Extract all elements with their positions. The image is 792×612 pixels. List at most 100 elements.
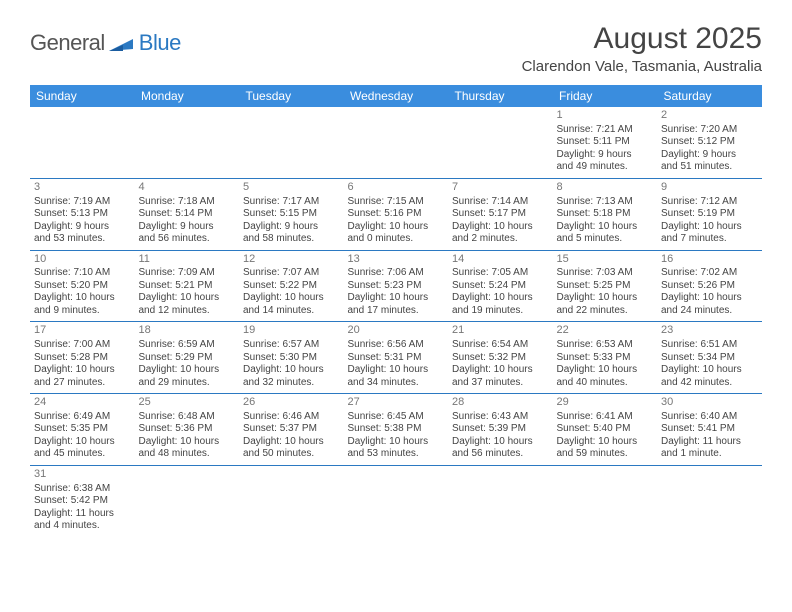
day-d2: and 9 minutes. xyxy=(34,305,131,318)
day-d2: and 24 minutes. xyxy=(661,305,758,318)
day-ss: Sunset: 5:15 PM xyxy=(243,208,340,221)
day-d2: and 34 minutes. xyxy=(348,377,445,390)
calendar-row: 3Sunrise: 7:19 AMSunset: 5:13 PMDaylight… xyxy=(30,178,762,250)
calendar-cell: 17Sunrise: 7:00 AMSunset: 5:28 PMDayligh… xyxy=(30,322,135,394)
calendar-row: 10Sunrise: 7:10 AMSunset: 5:20 PMDayligh… xyxy=(30,250,762,322)
day-number: 30 xyxy=(661,396,758,410)
day-number: 12 xyxy=(243,253,340,267)
day-sr: Sunrise: 7:02 AM xyxy=(661,267,758,280)
day-sr: Sunrise: 7:17 AM xyxy=(243,196,340,209)
day-d2: and 4 minutes. xyxy=(34,520,131,533)
calendar-cell: 14Sunrise: 7:05 AMSunset: 5:24 PMDayligh… xyxy=(448,250,553,322)
day-ss: Sunset: 5:40 PM xyxy=(557,423,654,436)
calendar-cell: 10Sunrise: 7:10 AMSunset: 5:20 PMDayligh… xyxy=(30,250,135,322)
weekday-header-row: Sunday Monday Tuesday Wednesday Thursday… xyxy=(30,85,762,107)
day-d2: and 45 minutes. xyxy=(34,448,131,461)
calendar-body: 1Sunrise: 7:21 AMSunset: 5:11 PMDaylight… xyxy=(30,107,762,537)
day-ss: Sunset: 5:16 PM xyxy=(348,208,445,221)
day-d1: Daylight: 10 hours xyxy=(452,364,549,377)
weekday-header: Friday xyxy=(553,85,658,107)
calendar-cell: 5Sunrise: 7:17 AMSunset: 5:15 PMDaylight… xyxy=(239,178,344,250)
day-number: 1 xyxy=(557,109,654,123)
day-d2: and 40 minutes. xyxy=(557,377,654,390)
day-d2: and 27 minutes. xyxy=(34,377,131,390)
calendar-cell: 4Sunrise: 7:18 AMSunset: 5:14 PMDaylight… xyxy=(135,178,240,250)
day-d2: and 37 minutes. xyxy=(452,377,549,390)
day-number: 29 xyxy=(557,396,654,410)
weekday-header: Wednesday xyxy=(344,85,449,107)
day-ss: Sunset: 5:21 PM xyxy=(139,280,236,293)
calendar-cell: 15Sunrise: 7:03 AMSunset: 5:25 PMDayligh… xyxy=(553,250,658,322)
calendar-cell: 22Sunrise: 6:53 AMSunset: 5:33 PMDayligh… xyxy=(553,322,658,394)
day-sr: Sunrise: 7:13 AM xyxy=(557,196,654,209)
calendar-cell xyxy=(135,107,240,178)
day-sr: Sunrise: 6:41 AM xyxy=(557,411,654,424)
calendar-cell: 23Sunrise: 6:51 AMSunset: 5:34 PMDayligh… xyxy=(657,322,762,394)
day-number: 9 xyxy=(661,181,758,195)
day-number: 5 xyxy=(243,181,340,195)
page-title: August 2025 xyxy=(522,22,762,56)
day-d1: Daylight: 10 hours xyxy=(557,221,654,234)
header: General Blue August 2025 Clarendon Vale,… xyxy=(30,22,762,75)
calendar-cell: 6Sunrise: 7:15 AMSunset: 5:16 PMDaylight… xyxy=(344,178,449,250)
weekday-header: Monday xyxy=(135,85,240,107)
day-number: 28 xyxy=(452,396,549,410)
calendar-cell: 7Sunrise: 7:14 AMSunset: 5:17 PMDaylight… xyxy=(448,178,553,250)
day-d1: Daylight: 10 hours xyxy=(139,436,236,449)
day-ss: Sunset: 5:32 PM xyxy=(452,352,549,365)
day-number: 4 xyxy=(139,181,236,195)
calendar-cell xyxy=(553,465,658,536)
day-d1: Daylight: 10 hours xyxy=(34,292,131,305)
day-d1: Daylight: 10 hours xyxy=(139,364,236,377)
flag-icon xyxy=(109,35,137,55)
calendar-cell xyxy=(448,107,553,178)
day-number: 6 xyxy=(348,181,445,195)
day-d2: and 56 minutes. xyxy=(452,448,549,461)
calendar-cell: 19Sunrise: 6:57 AMSunset: 5:30 PMDayligh… xyxy=(239,322,344,394)
day-ss: Sunset: 5:37 PM xyxy=(243,423,340,436)
day-d1: Daylight: 9 hours xyxy=(243,221,340,234)
day-d1: Daylight: 11 hours xyxy=(661,436,758,449)
day-d2: and 49 minutes. xyxy=(557,161,654,174)
day-number: 17 xyxy=(34,324,131,338)
day-number: 31 xyxy=(34,468,131,482)
day-d1: Daylight: 9 hours xyxy=(661,149,758,162)
day-d1: Daylight: 10 hours xyxy=(34,436,131,449)
day-d1: Daylight: 9 hours xyxy=(34,221,131,234)
day-number: 8 xyxy=(557,181,654,195)
day-d1: Daylight: 10 hours xyxy=(557,292,654,305)
calendar-cell: 12Sunrise: 7:07 AMSunset: 5:22 PMDayligh… xyxy=(239,250,344,322)
title-block: August 2025 Clarendon Vale, Tasmania, Au… xyxy=(522,22,762,75)
day-ss: Sunset: 5:30 PM xyxy=(243,352,340,365)
day-ss: Sunset: 5:29 PM xyxy=(139,352,236,365)
day-d1: Daylight: 10 hours xyxy=(661,221,758,234)
day-sr: Sunrise: 7:05 AM xyxy=(452,267,549,280)
day-ss: Sunset: 5:31 PM xyxy=(348,352,445,365)
day-d1: Daylight: 10 hours xyxy=(243,292,340,305)
day-number: 27 xyxy=(348,396,445,410)
calendar-cell xyxy=(344,107,449,178)
calendar-cell: 20Sunrise: 6:56 AMSunset: 5:31 PMDayligh… xyxy=(344,322,449,394)
day-d2: and 22 minutes. xyxy=(557,305,654,318)
day-d1: Daylight: 10 hours xyxy=(452,292,549,305)
day-d1: Daylight: 10 hours xyxy=(348,364,445,377)
day-sr: Sunrise: 7:06 AM xyxy=(348,267,445,280)
day-ss: Sunset: 5:13 PM xyxy=(34,208,131,221)
day-d1: Daylight: 10 hours xyxy=(34,364,131,377)
day-d2: and 53 minutes. xyxy=(348,448,445,461)
calendar-cell: 28Sunrise: 6:43 AMSunset: 5:39 PMDayligh… xyxy=(448,394,553,466)
day-sr: Sunrise: 6:53 AM xyxy=(557,339,654,352)
calendar-cell: 18Sunrise: 6:59 AMSunset: 5:29 PMDayligh… xyxy=(135,322,240,394)
day-d2: and 51 minutes. xyxy=(661,161,758,174)
calendar-cell: 3Sunrise: 7:19 AMSunset: 5:13 PMDaylight… xyxy=(30,178,135,250)
day-number: 20 xyxy=(348,324,445,338)
day-sr: Sunrise: 6:38 AM xyxy=(34,483,131,496)
day-number: 15 xyxy=(557,253,654,267)
day-d1: Daylight: 10 hours xyxy=(661,364,758,377)
day-ss: Sunset: 5:12 PM xyxy=(661,136,758,149)
day-sr: Sunrise: 6:46 AM xyxy=(243,411,340,424)
calendar-cell xyxy=(30,107,135,178)
weekday-header: Sunday xyxy=(30,85,135,107)
day-d2: and 14 minutes. xyxy=(243,305,340,318)
day-d1: Daylight: 10 hours xyxy=(452,436,549,449)
